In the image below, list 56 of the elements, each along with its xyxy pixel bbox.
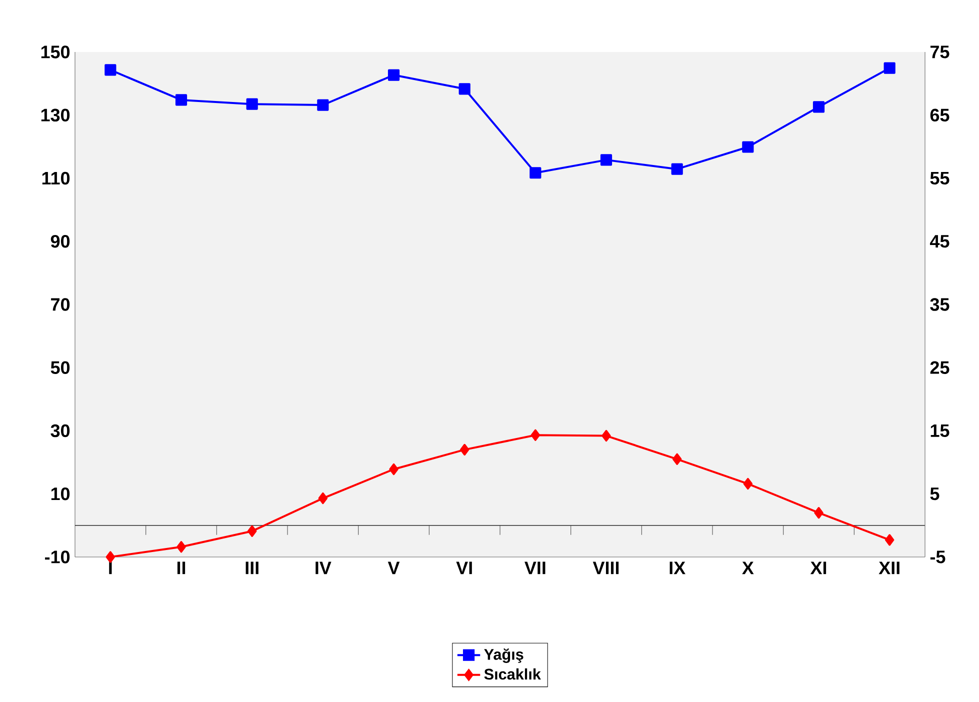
point <box>318 492 328 504</box>
point <box>176 541 186 553</box>
x-tick-label: VIII <box>592 562 619 574</box>
x-tick-label: III <box>246 562 258 574</box>
point <box>602 430 611 442</box>
legend-label: Yağış <box>484 648 524 663</box>
y2-tick-label: 35 <box>930 298 950 311</box>
legend-label: Sıcaklık <box>484 668 541 680</box>
y2-tick-label: 5 <box>930 488 940 500</box>
x-tick-label: V <box>388 562 400 574</box>
point <box>884 534 894 546</box>
x-tick-label: II <box>177 562 186 574</box>
x-tick-label: VI <box>456 562 472 574</box>
x-tick-label: VII <box>524 562 546 574</box>
point <box>814 507 824 519</box>
y-tick-label: 50 <box>50 361 70 374</box>
y2-tick-label: 25 <box>930 361 950 374</box>
point <box>812 101 825 113</box>
y2-tick-label: 55 <box>930 172 950 185</box>
y-tick-label: 10 <box>51 487 70 500</box>
y-tick-label: 30 <box>50 424 70 438</box>
x-tick-label: XII <box>878 562 900 574</box>
x-tick-label: X <box>742 562 754 574</box>
y-tick-label: 130 <box>41 108 70 122</box>
x-tick-label: XI <box>810 562 826 574</box>
point <box>672 453 682 465</box>
point <box>743 478 753 490</box>
y-tick-label: 70 <box>51 298 70 311</box>
point <box>175 94 188 106</box>
y-tick-label: 110 <box>42 172 70 185</box>
point <box>104 64 116 76</box>
y-tick-label: 90 <box>50 234 70 248</box>
x-tick-label: IV <box>316 562 332 574</box>
y2-tick-label: -5 <box>930 550 946 564</box>
y2-tick-label: 15 <box>930 424 950 438</box>
point <box>460 444 470 456</box>
x-tick-label: I <box>109 562 112 574</box>
point <box>530 429 540 441</box>
y-tick-label: 150 <box>41 46 70 58</box>
point <box>458 83 470 95</box>
x-tick-label: IX <box>670 562 686 574</box>
y-tick-label: -10 <box>44 550 70 564</box>
point <box>671 163 683 175</box>
point <box>247 525 257 537</box>
point <box>530 167 542 179</box>
point <box>389 463 398 476</box>
point <box>600 154 612 166</box>
point <box>742 141 754 153</box>
point <box>884 62 896 74</box>
point <box>106 551 116 563</box>
y2-tick-label: 45 <box>930 235 950 248</box>
point <box>317 99 329 111</box>
y2-tick-label: 65 <box>930 108 950 122</box>
point <box>388 69 400 81</box>
y2-tick-label: 75 <box>930 46 950 58</box>
point <box>246 98 258 110</box>
